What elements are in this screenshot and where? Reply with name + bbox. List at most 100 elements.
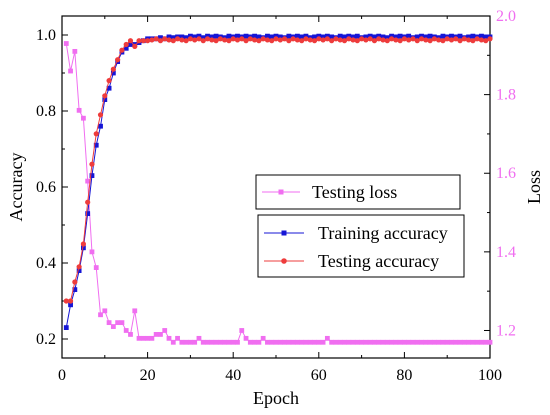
testing-loss-marker [444, 339, 450, 345]
testing-loss-marker [106, 320, 112, 326]
testing-accuracy-marker [170, 38, 176, 44]
training-accuracy-marker [423, 34, 429, 40]
training-legend-marker [281, 230, 287, 236]
testing-accuracy-marker [136, 38, 142, 44]
x-axis-title: Epoch [253, 388, 299, 408]
testing-accuracy-marker [157, 38, 164, 44]
testing-loss-marker [222, 339, 228, 345]
testing-accuracy-marker [222, 37, 228, 43]
testing-accuracy-marker [397, 38, 403, 44]
left-y-axis-title: Accuracy [6, 153, 26, 222]
testing-accuracy-marker [376, 36, 382, 42]
testing-loss-marker [235, 339, 240, 345]
training-accuracy-marker [196, 33, 202, 39]
testing-accuracy-marker [307, 37, 313, 43]
testing-loss-marker [316, 339, 322, 345]
testing-accuracy-marker [63, 298, 69, 304]
training-accuracy-marker [98, 123, 103, 129]
testing-loss-marker [200, 339, 206, 345]
testing-accuracy-marker [273, 36, 279, 42]
testing-accuracy-marker [281, 36, 288, 42]
testing-accuracy-marker [145, 38, 151, 44]
testing-loss-marker [226, 339, 232, 345]
training-accuracy-marker [183, 35, 189, 41]
testing-accuracy-marker [204, 36, 211, 42]
training-accuracy-marker [372, 34, 377, 40]
testing-loss-marker [324, 335, 330, 341]
training-accuracy-marker [170, 35, 176, 41]
x-tick-label: 20 [140, 367, 156, 384]
testing-loss-marker [333, 339, 339, 345]
training-accuracy-marker [273, 33, 279, 39]
right-y-tick-label: 1.8 [496, 87, 516, 104]
x-tick-label: 40 [225, 367, 241, 384]
testing-loss-marker [295, 339, 300, 345]
testing-loss-marker [414, 339, 420, 345]
testing-loss-marker [260, 335, 266, 341]
testing-accuracy-marker [290, 36, 296, 42]
testing-loss-marker [166, 335, 172, 341]
testing-loss-marker [63, 41, 69, 46]
testing-accuracy-marker [388, 36, 395, 42]
testing-loss-marker [329, 339, 335, 345]
training-accuracy-marker [205, 33, 210, 39]
testing-loss-marker [346, 339, 352, 345]
testing-accuracy-marker [174, 36, 181, 42]
testing-accuracy-marker [166, 37, 172, 43]
testing-accuracy-marker [102, 93, 108, 99]
testing-loss-marker [93, 265, 99, 270]
training-accuracy-marker [337, 33, 343, 39]
training-accuracy-marker [393, 34, 399, 40]
loss-legend-marker [278, 189, 284, 195]
training-accuracy-marker [243, 33, 249, 39]
testing-accuracy-marker [470, 38, 476, 44]
testing-loss-marker [145, 335, 150, 341]
testing-accuracy-marker [234, 37, 241, 43]
testing-loss-marker [406, 339, 412, 345]
testing-accuracy-marker [346, 36, 352, 42]
testing-accuracy-marker [401, 36, 407, 42]
testing-loss-marker [123, 328, 129, 333]
testing-loss-marker [307, 339, 313, 345]
testing-loss-marker [367, 339, 373, 345]
training-accuracy-marker [312, 34, 317, 40]
training-accuracy-marker [235, 33, 240, 39]
training-accuracy-marker [68, 302, 73, 308]
testing-loss-marker [277, 339, 283, 345]
testing-loss-marker [175, 335, 180, 341]
testing-loss-marker [119, 320, 125, 326]
testing-accuracy-marker [179, 37, 185, 43]
training-accuracy-marker [354, 33, 360, 39]
testing-loss-marker [81, 115, 86, 121]
testing-accuracy-marker [423, 37, 429, 43]
testing-loss-marker [299, 339, 305, 345]
testing-accuracy-marker [320, 37, 326, 43]
testing-loss-marker [466, 339, 471, 345]
testing-accuracy-marker [333, 36, 339, 42]
testing-loss-marker [98, 312, 103, 318]
testing-accuracy-marker [414, 38, 420, 44]
testing-loss-marker [363, 339, 369, 345]
testing-accuracy-marker [127, 38, 134, 44]
testing-accuracy-marker [217, 36, 223, 42]
training-accuracy-marker [440, 33, 446, 39]
training-accuracy-marker [269, 34, 275, 40]
testing-loss-marker [470, 339, 476, 345]
training-accuracy-marker [479, 33, 484, 39]
testing-accuracy-marker [436, 37, 442, 43]
testing-accuracy-marker [337, 37, 343, 43]
testing-accuracy-marker [140, 38, 146, 44]
testing-accuracy-marker [89, 161, 95, 167]
series-layer [63, 33, 493, 345]
left-y-tick-label: 1.0 [36, 27, 56, 44]
x-tick-label: 80 [396, 367, 412, 384]
testing-accuracy-marker [153, 36, 159, 42]
testing-loss-marker [427, 339, 433, 345]
training-accuracy-marker [342, 34, 347, 40]
testing-loss-marker [213, 339, 219, 345]
testing-loss-marker [269, 339, 275, 345]
testing-accuracy-marker [123, 41, 129, 48]
training-accuracy-marker [449, 33, 454, 39]
